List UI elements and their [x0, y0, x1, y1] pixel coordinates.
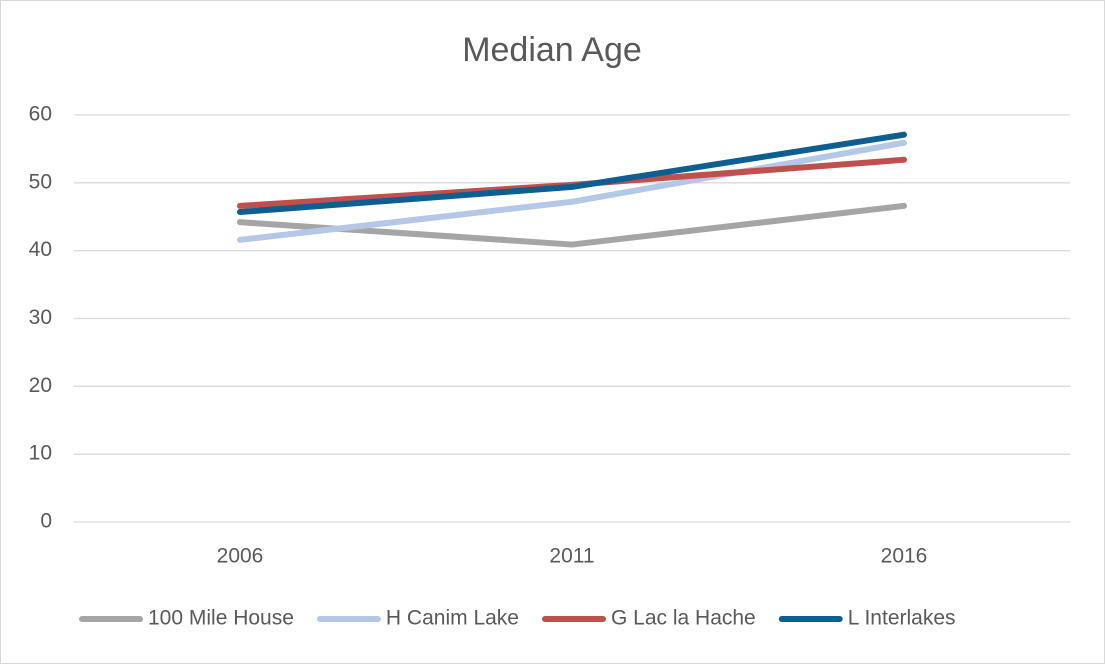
y-tick-label: 40 — [29, 238, 52, 261]
legend-label: L Interlakes — [848, 607, 956, 630]
series-line — [237, 131, 907, 216]
x-tick-label: 2016 — [881, 545, 928, 568]
y-tick-label: 30 — [29, 306, 52, 329]
y-tick-label: 0 — [40, 510, 52, 533]
legend-label: H Canim Lake — [386, 607, 519, 630]
legend-label: G Lac la Hache — [611, 607, 756, 630]
chart-title: Median Age — [462, 31, 642, 69]
series-line — [237, 139, 907, 243]
y-tick-label: 60 — [29, 103, 52, 126]
legend-label: 100 Mile House — [148, 607, 294, 630]
y-tick-label: 20 — [29, 374, 52, 397]
x-tick-label: 2011 — [549, 545, 594, 568]
y-tick-label: 10 — [29, 442, 52, 465]
y-tick-label: 50 — [29, 170, 52, 193]
x-tick-label: 2006 — [217, 545, 264, 568]
